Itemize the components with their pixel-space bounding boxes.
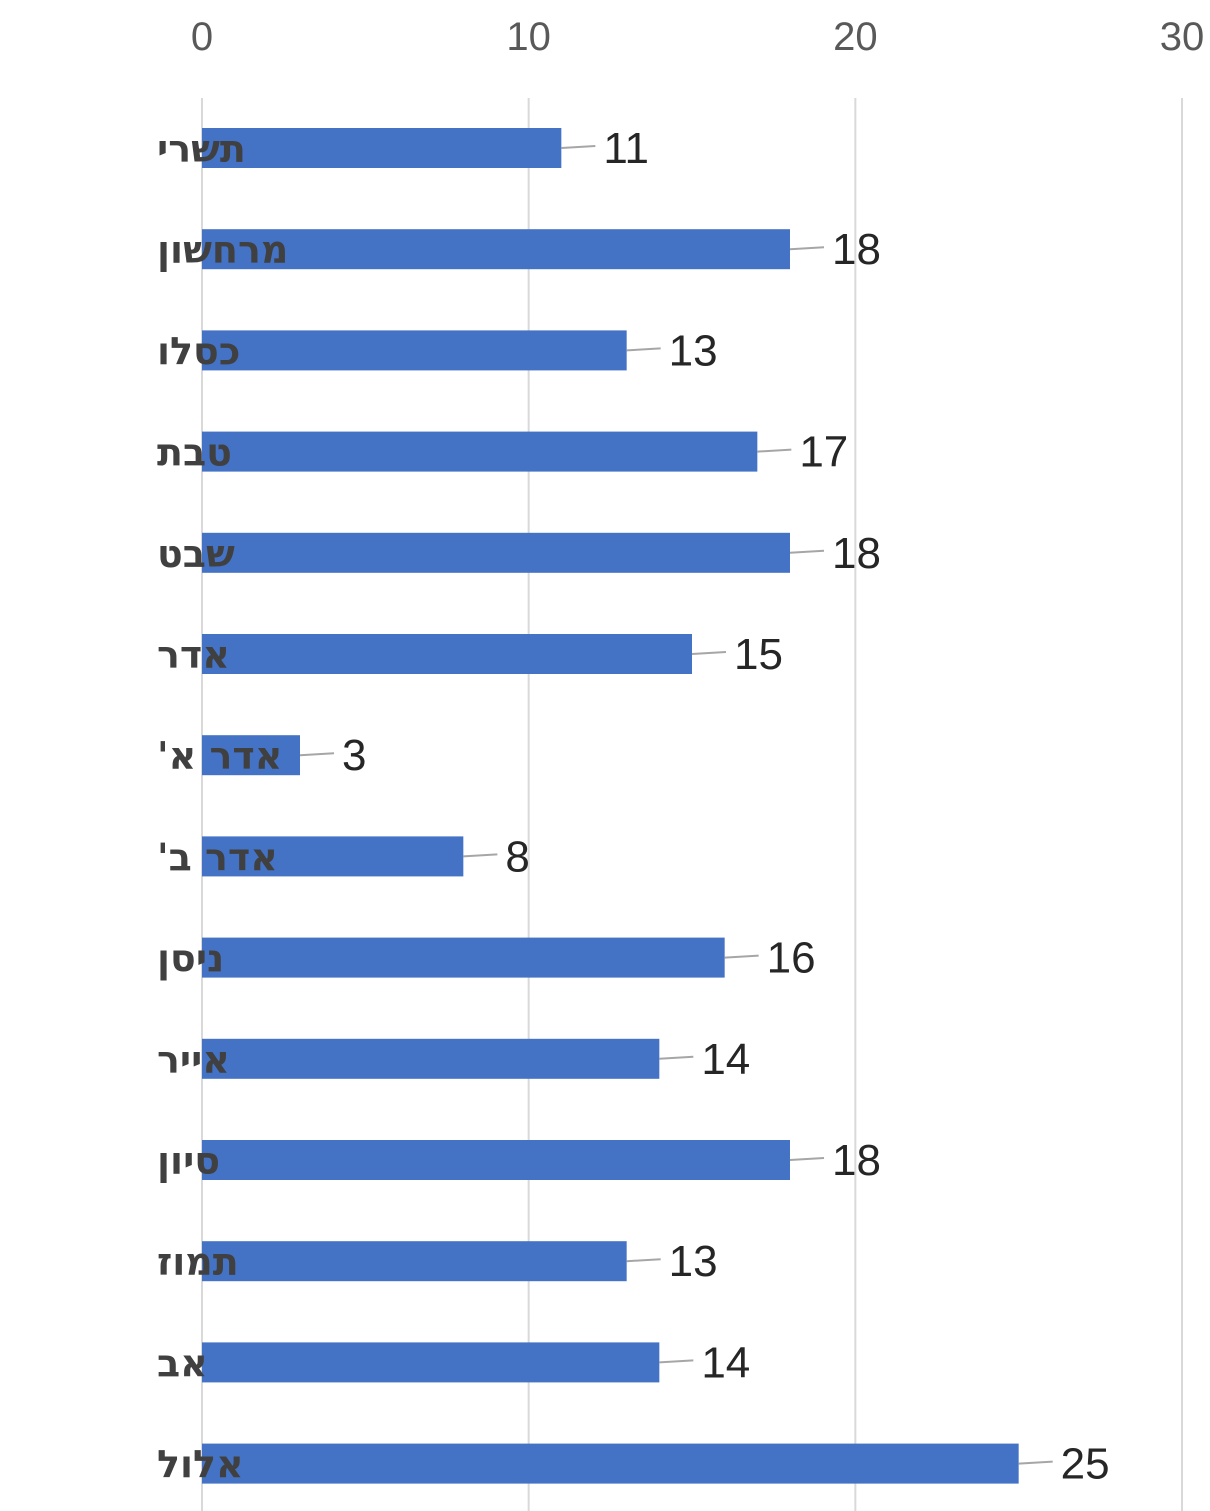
bar: [202, 431, 758, 472]
leader-line: [789, 246, 825, 251]
category-label: טבת: [157, 431, 232, 475]
category-label: אייר: [157, 1038, 230, 1082]
gridlines: [201, 98, 1183, 1511]
leader-line: [626, 1258, 661, 1263]
data-label: 17: [799, 428, 848, 477]
leader-line: [1018, 1460, 1053, 1465]
data-label: 14: [701, 1338, 750, 1387]
category-label: סיון: [157, 1139, 220, 1183]
bar: [202, 532, 790, 573]
bars: [202, 128, 1019, 1484]
bar: [202, 1443, 1019, 1484]
bar: [202, 1241, 627, 1282]
category-label: אב: [157, 1341, 208, 1385]
tick-label: 20: [833, 15, 878, 59]
category-label: מרחשון: [157, 228, 288, 272]
bar: [202, 128, 562, 168]
leader-line: [659, 1055, 694, 1060]
data-label: 18: [832, 1136, 881, 1185]
bar: [202, 229, 790, 270]
leader-line: [626, 347, 661, 352]
category-label: אדר ב': [157, 835, 278, 879]
leader-line: [659, 1359, 694, 1364]
tick-label: 10: [506, 15, 551, 59]
data-label: 3: [342, 731, 366, 780]
bar: [202, 330, 627, 371]
bar: [202, 836, 464, 877]
leader-line: [757, 448, 792, 453]
data-label: 8: [505, 832, 529, 881]
leader-line: [789, 1157, 825, 1161]
category-label: שבט: [157, 532, 235, 576]
bar: [202, 1140, 790, 1180]
bar: [202, 1038, 660, 1079]
data-label: 15: [734, 630, 783, 679]
leader-line: [561, 145, 596, 149]
data-labels: 11 18 13 17 18 15 3 8 16 14 18 13 14 25: [342, 124, 1110, 1489]
leader-line: [463, 853, 498, 858]
data-label: 11: [603, 124, 649, 173]
leader-line: [691, 651, 727, 655]
tick-label: 30: [1160, 15, 1205, 59]
data-label: 13: [669, 1237, 718, 1286]
data-label: 18: [832, 225, 881, 274]
category-label: אדר א': [157, 734, 282, 778]
data-label: 16: [767, 934, 816, 983]
category-label: תשרי: [157, 127, 246, 171]
bar: [202, 634, 692, 674]
bar: [202, 1342, 660, 1383]
axis-tick-labels: 0 10 20 30: [191, 15, 1204, 59]
category-label: כסלו: [157, 329, 240, 373]
data-label: 25: [1061, 1440, 1110, 1489]
category-label: אדר: [157, 633, 230, 677]
category-labels: תשרי מרחשון כסלו טבת שבט אדר אדר א' אדר ב' ניסן א…: [157, 127, 288, 1487]
bar: [202, 735, 300, 776]
category-label: תמוז: [157, 1240, 239, 1284]
tick-label: 0: [191, 15, 213, 59]
leader-line: [299, 752, 335, 757]
data-label: 13: [669, 326, 718, 375]
bar: [202, 937, 725, 978]
data-label: 14: [701, 1035, 750, 1084]
leader-line: [724, 954, 759, 959]
category-label: ניסן: [157, 937, 224, 981]
category-label: אלול: [157, 1443, 244, 1487]
label-leader-lines: [299, 145, 1053, 1465]
leader-line: [789, 549, 825, 554]
data-label: 18: [832, 529, 881, 578]
